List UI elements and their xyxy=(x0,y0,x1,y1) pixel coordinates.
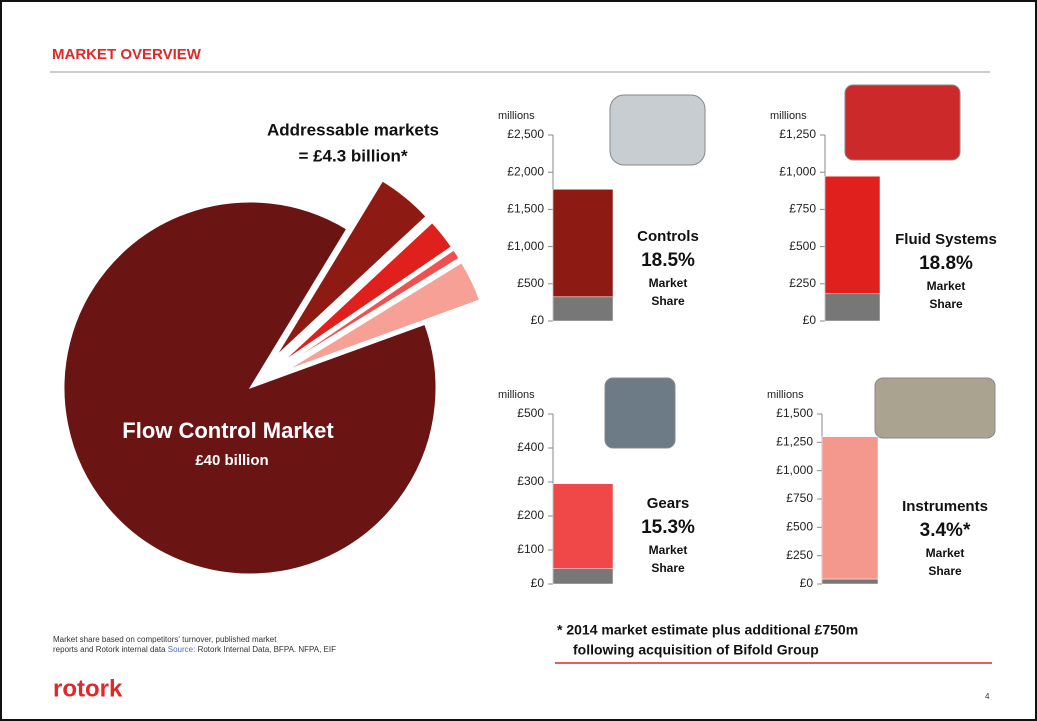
pie-annotation: = £4.3 billion* xyxy=(298,146,408,165)
bar-segment xyxy=(824,293,881,322)
y-tick-label: £100 xyxy=(517,542,544,556)
y-tick-label: £1,000 xyxy=(779,164,816,178)
y-tick-label: £1,500 xyxy=(507,202,544,216)
bar-segment xyxy=(821,578,879,585)
y-tick-label: £500 xyxy=(517,406,544,420)
y-tick-label: £400 xyxy=(517,440,544,454)
market-share: 3.4%* xyxy=(920,520,971,541)
y-tick-label: £250 xyxy=(789,276,816,290)
gear-image xyxy=(604,377,676,449)
y-tick-label: £0 xyxy=(800,576,814,590)
header-title: MARKET OVERVIEW xyxy=(52,46,202,63)
chart-title: Fluid Systems xyxy=(895,231,997,248)
y-axis-label: millions xyxy=(770,110,807,122)
product-image xyxy=(604,84,996,449)
page-number: 4 xyxy=(985,692,990,701)
chart-title: Controls xyxy=(637,228,699,245)
market-share: 18.8% xyxy=(919,253,973,274)
bar-segment xyxy=(824,175,881,295)
bar-segment xyxy=(821,436,879,580)
y-tick-label: £200 xyxy=(517,508,544,522)
pie-slice xyxy=(276,180,427,356)
footnote: following acquisition of Bifold Group xyxy=(573,642,819,658)
share-note: Market xyxy=(926,546,965,560)
pie-slice xyxy=(284,249,460,366)
share-note: Share xyxy=(928,564,962,578)
y-tick-label: £1,500 xyxy=(776,406,813,420)
y-tick-label: £0 xyxy=(803,313,817,327)
market-share: 15.3% xyxy=(641,517,695,538)
source-text: reports and Rotork internal data xyxy=(53,645,166,654)
y-tick-label: £1,000 xyxy=(507,239,544,253)
y-tick-label: £500 xyxy=(789,239,816,253)
y-tick-label: £300 xyxy=(517,474,544,488)
chart-title: Instruments xyxy=(902,498,988,515)
y-tick-label: £250 xyxy=(786,548,813,562)
footnote: * 2014 market estimate plus additional £… xyxy=(557,622,858,638)
y-tick-label: £1,250 xyxy=(776,435,813,449)
bar-segment xyxy=(552,483,614,569)
chart-title: Gears xyxy=(647,495,690,512)
y-axis-label: millions xyxy=(498,389,535,401)
y-axis-label: millions xyxy=(767,389,804,401)
pie-slice xyxy=(282,222,453,363)
actuator-image xyxy=(609,94,706,166)
y-tick-label: £2,500 xyxy=(507,127,544,141)
y-tick-label: £0 xyxy=(531,313,545,327)
share-note: Market xyxy=(649,276,688,290)
share-note: Share xyxy=(651,294,685,308)
y-tick-label: £2,000 xyxy=(507,164,544,178)
y-tick-label: £750 xyxy=(786,491,813,505)
source-detail: Rotork Internal Data, BFPA. NFPA, EIF xyxy=(198,645,337,654)
y-tick-label: £0 xyxy=(531,576,545,590)
pie-label: Flow Control Market xyxy=(122,418,334,443)
share-note: Share xyxy=(929,297,963,311)
share-note: Market xyxy=(927,279,966,293)
share-note: Market xyxy=(649,543,688,557)
market-share: 18.5% xyxy=(641,250,695,271)
bar-segment xyxy=(552,189,614,298)
share-note: Share xyxy=(651,561,685,575)
pie-annotation: Addressable markets xyxy=(267,120,439,139)
bar-segment xyxy=(552,296,614,322)
source-label: Source: xyxy=(168,645,196,654)
y-tick-label: £750 xyxy=(789,202,816,216)
source-text: Market share based on competitors' turno… xyxy=(53,635,277,644)
y-tick-label: £1,000 xyxy=(776,463,813,477)
logo: rotork xyxy=(53,675,123,702)
y-tick-label: £500 xyxy=(517,276,544,290)
y-axis-label: millions xyxy=(498,110,535,122)
y-tick-label: £1,250 xyxy=(779,127,816,141)
fluid-image xyxy=(844,84,961,161)
bar-segment xyxy=(552,568,614,585)
instrument-image xyxy=(874,377,996,439)
y-tick-label: £500 xyxy=(786,520,813,534)
pie-slice xyxy=(63,201,437,575)
pie-annotation: £40 billion xyxy=(195,452,268,469)
source-text: reports and Rotork internal data Source:… xyxy=(53,645,336,654)
pie-slice xyxy=(287,262,481,371)
